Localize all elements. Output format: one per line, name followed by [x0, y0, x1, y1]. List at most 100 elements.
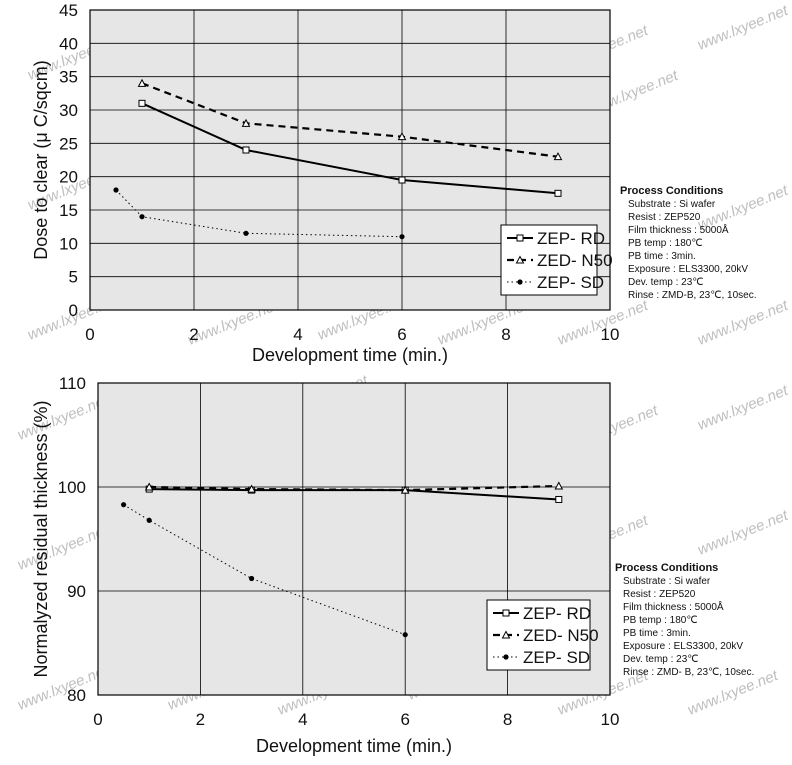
legend-label: ZEP- RD [523, 604, 591, 623]
watermark-text: www.lxyee.net [15, 522, 111, 574]
x-tick-label: 2 [189, 325, 198, 344]
watermark-text: www.lxyee.net [15, 392, 111, 444]
y-tick-label: 110 [59, 374, 86, 393]
y-tick-label: 45 [59, 1, 78, 20]
x-tick-label: 2 [196, 710, 205, 729]
dot-marker [249, 575, 255, 582]
dot-marker [139, 214, 145, 220]
process-conditions: Process Conditions Substrate : Si wafer Re… [620, 185, 757, 301]
process-condition-line: Substrate : Si wafer [623, 576, 711, 587]
x-tick-label: 0 [93, 710, 102, 729]
process-condition-line: Substrate : Si wafer [628, 199, 716, 210]
process-condition-line: PB time : 3min. [623, 628, 691, 639]
process-conditions: Process Conditions Substrate : Si wafer Re… [615, 562, 754, 678]
chart-panel-1: 0 2 4 6 8 10 0 5 10 15 20 25 30 35 40 45 Development tim… [31, 1, 757, 365]
triangle-marker [501, 630, 511, 639]
watermark-text: www.lxyee.net [695, 507, 791, 559]
legend-label: ZED- N50 [523, 626, 599, 645]
x-tick-label: 6 [397, 325, 406, 344]
x-tick-label: 4 [298, 710, 307, 729]
x-tick-label: 10 [601, 325, 620, 344]
x-axis-title: Development time (min.) [256, 736, 452, 756]
legend: ZEP- RD ZED- N50 ZEP- SD [500, 224, 613, 296]
y-tick-label: 100 [58, 478, 86, 497]
y-tick-label: 90 [67, 582, 86, 601]
dot-marker [402, 632, 408, 638]
legend-label: ZED- N50 [537, 251, 613, 270]
triangle-marker [554, 481, 564, 490]
series-line-triangle [149, 484, 559, 492]
process-condition-line: Film thickness : 5000Å [623, 600, 724, 613]
x-tick-label: 0 [85, 325, 94, 344]
square-marker [138, 99, 146, 107]
square-marker [242, 146, 250, 154]
y-tick-label: 80 [67, 686, 86, 705]
watermark-text: www.lxyee.net [695, 2, 791, 54]
y-tick-label: 40 [59, 34, 78, 53]
y-tick-label: 20 [59, 168, 78, 187]
process-condition-line: Rinse : ZMD- B, 23℃, 10sec. [623, 667, 754, 678]
y-axis-title: Dose to clear (μ C/sqcm) [31, 60, 51, 259]
legend-label: ZEP- SD [537, 273, 604, 292]
process-condition-line: Rinse : ZMD-B, 23℃, 10sec. [628, 290, 757, 301]
square-marker [516, 234, 524, 242]
series-line-square [141, 102, 559, 195]
process-condition-line: Film thickness : 5000Å [628, 223, 729, 236]
triangle-marker [144, 482, 154, 491]
triangle-marker [515, 255, 525, 264]
series-line-square [149, 488, 559, 501]
triangle-marker [247, 484, 256, 493]
process-condition-line: PB temp : 180℃ [628, 238, 703, 249]
dot-marker [399, 234, 405, 240]
process-conditions-title: Process Conditions [620, 185, 723, 197]
process-condition-line: Exposure : ELS3300, 20kV [623, 641, 743, 652]
triangle-marker [400, 485, 410, 494]
series-line-dot [115, 189, 403, 238]
y-tick-label: 25 [59, 134, 78, 153]
square-marker [555, 495, 563, 503]
dot-marker [113, 187, 119, 193]
y-tick-label: 30 [59, 101, 78, 120]
watermark-text: www.lxyee.net [15, 662, 111, 714]
y-tick-label: 15 [59, 201, 78, 220]
triangle-marker [137, 78, 147, 87]
chart-panel-2: 0 2 4 6 8 10 80 90 100 110 Development time (min.)… [31, 374, 754, 756]
dot-marker [503, 654, 509, 660]
x-tick-label: 4 [293, 325, 302, 344]
dot-marker [243, 230, 249, 236]
watermark-text: www.lxyee.net [695, 297, 791, 349]
process-condition-line: PB time : 3min. [628, 251, 696, 262]
series-line-dot [123, 504, 406, 636]
process-condition-line: Exposure : ELS3300, 20kV [628, 264, 748, 275]
square-marker [502, 609, 510, 617]
square-marker [554, 189, 562, 197]
x-tick-label: 10 [601, 710, 620, 729]
watermark-text: www.lxyee.net [695, 382, 791, 434]
dot-marker [121, 502, 127, 508]
y-tick-label: 10 [59, 234, 78, 253]
process-condition-line: PB temp : 180℃ [623, 615, 698, 626]
legend-label: ZEP- RD [537, 229, 605, 248]
dot-marker [146, 517, 152, 523]
process-condition-line: Resist : ZEP520 [623, 589, 696, 600]
process-condition-line: Resist : ZEP520 [628, 212, 701, 223]
y-tick-label: 5 [69, 268, 78, 287]
x-tick-label: 8 [503, 710, 512, 729]
x-tick-label: 8 [501, 325, 510, 344]
triangle-marker [397, 132, 407, 141]
triangle-marker [241, 118, 251, 127]
y-tick-label: 0 [69, 301, 78, 320]
process-condition-line: Dev. temp : 23℃ [623, 654, 699, 665]
x-tick-label: 6 [400, 710, 409, 729]
dot-marker [517, 279, 523, 285]
legend: ZEP- RD ZED- N50 ZEP- SD [486, 599, 599, 671]
process-condition-line: Dev. temp : 23℃ [628, 277, 704, 288]
y-tick-label: 35 [59, 68, 78, 87]
process-conditions-title: Process Conditions [615, 562, 718, 574]
triangle-marker [553, 152, 563, 161]
legend-label: ZEP- SD [523, 648, 590, 667]
square-marker [398, 176, 406, 184]
y-axis-title: Normalyzed residual thickness (%) [31, 400, 51, 677]
